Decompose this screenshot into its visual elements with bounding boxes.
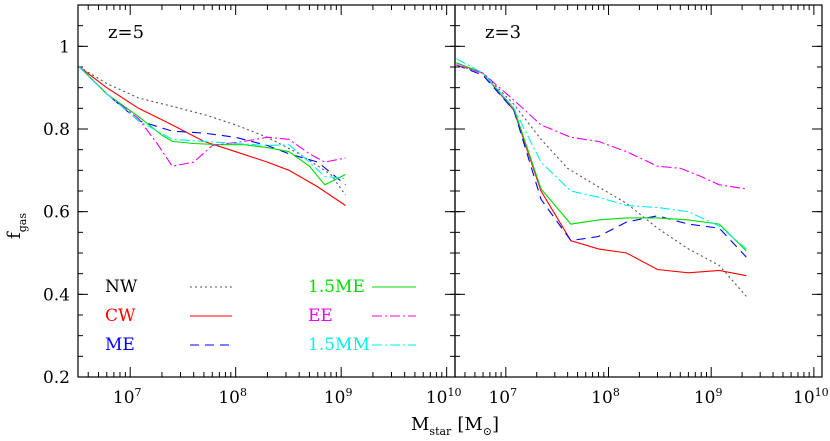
series-line-me — [456, 64, 747, 258]
x-tick-label: 109 — [694, 386, 723, 408]
x-axis-label-unit-close: ] — [492, 414, 499, 435]
x-tick-label: 107 — [488, 386, 517, 408]
series-line-cw — [79, 66, 346, 206]
panel-z3: 107 108 109 1010 z=3 — [454, 4, 829, 408]
x-tick-label: 1010 — [793, 386, 829, 408]
y-axis-label-main: f — [4, 231, 25, 239]
series-line-cw — [456, 62, 747, 277]
y-tick-label: 0.4 — [43, 285, 70, 305]
legend-label: 1.5ME — [308, 277, 365, 297]
legend-label: CW — [105, 306, 136, 326]
legend: NW CW ME 1.5ME EE 1.5MM — [105, 277, 416, 355]
panel-z5: 107 108 109 1010 0.2 0.4 0.6 0.8 1 z=5 — [43, 4, 462, 408]
panel-label: z=3 — [485, 22, 521, 43]
x-tick-label: 1010 — [426, 386, 462, 408]
x-axis-label: Mstar [M⊙] — [411, 414, 499, 438]
plot-frame — [454, 4, 823, 378]
legend-label: NW — [105, 277, 138, 297]
y-tick-label: 0.8 — [43, 120, 70, 140]
y-axis-label: fgas — [4, 213, 29, 239]
series-line-nw — [456, 64, 747, 297]
panel-label: z=5 — [108, 22, 144, 43]
y-axis-label-sub: gas — [16, 213, 29, 233]
y-tick-label: 0.6 — [43, 203, 70, 223]
series-line-15mm — [79, 66, 346, 180]
x-axis-label-sub: star — [429, 425, 452, 438]
y-tick-label: 1 — [59, 37, 70, 57]
x-tick-label: 108 — [218, 386, 247, 408]
x-tick-label: 109 — [324, 386, 353, 408]
x-tick-label: 108 — [591, 386, 620, 408]
series-line-15mm — [456, 58, 747, 250]
series-line-ee — [79, 66, 346, 167]
series-line-ee — [456, 64, 747, 190]
x-axis-label-main: M — [411, 414, 429, 435]
series-line-15me — [79, 66, 346, 186]
x-tick-label: 107 — [113, 386, 142, 408]
x-axis-label-unit-sub: ⊙ — [483, 425, 492, 438]
legend-label: ME — [105, 335, 135, 355]
legend-label: 1.5MM — [308, 335, 370, 355]
legend-label: EE — [308, 306, 333, 326]
y-tick-label: 0.2 — [43, 368, 70, 388]
series-line-nw — [79, 66, 346, 196]
x-axis-label-unit: [M — [457, 414, 482, 435]
series-line-me — [79, 66, 346, 186]
series-line-15me — [456, 62, 747, 252]
